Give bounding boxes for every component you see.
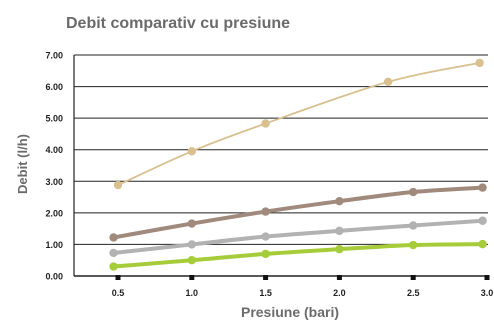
y-tick-label: 6.00 [45, 82, 63, 92]
data-point [475, 58, 484, 68]
data-point [383, 77, 393, 87]
y-tick-label: 0.00 [45, 272, 63, 282]
y-tick-label: 2.00 [45, 208, 63, 218]
data-point [187, 147, 196, 156]
x-tick-label: 0.5 [112, 288, 125, 298]
x-tick-label: 1.5 [259, 288, 272, 298]
data-point [335, 196, 344, 206]
y-tick-label: 5.00 [45, 114, 63, 124]
series-line-4 [111, 242, 485, 269]
series-lines [111, 61, 485, 269]
data-point [109, 262, 118, 271]
x-tick-mark [336, 275, 342, 280]
data-point [109, 248, 118, 258]
data-point [335, 226, 344, 236]
data-point [261, 119, 270, 128]
chart-title: Debit comparativ cu presiune [66, 15, 290, 32]
data-point [409, 221, 418, 230]
series-line-1 [117, 61, 481, 186]
x-tick-mark [410, 275, 416, 280]
data-point [335, 244, 344, 254]
data-point [187, 256, 196, 265]
y-tick-label: 3.00 [45, 177, 63, 187]
data-point [409, 240, 418, 250]
data-point [187, 240, 196, 249]
x-tick-mark [263, 275, 269, 280]
series-points [109, 58, 487, 271]
y-tick-label: 4.00 [45, 145, 63, 155]
series-line-3 [111, 218, 485, 255]
x-tick-label: 2.0 [333, 288, 346, 298]
x-tick-mark [484, 275, 490, 280]
data-point [478, 216, 487, 225]
y-tick-label: 1.00 [45, 240, 63, 250]
series-line-2 [111, 185, 485, 240]
data-point [261, 249, 270, 259]
x-tick-mark [189, 275, 195, 280]
data-point [109, 233, 118, 242]
data-point [187, 219, 196, 228]
x-axis-label: Presiune (bari) [241, 304, 339, 320]
data-point [261, 207, 270, 216]
data-point [478, 183, 487, 192]
gridlines [74, 54, 488, 245]
y-axis-label: Debit (l/h) [15, 134, 30, 194]
data-point [478, 239, 487, 249]
y-tick-labels: 0.00 1.00 2.00 3.00 4.00 5.00 6.00 7.00 [45, 51, 63, 282]
x-tick-label: 3.0 [481, 288, 494, 298]
y-tick-label: 7.00 [45, 51, 63, 61]
data-point [261, 232, 270, 241]
data-point [409, 187, 418, 197]
x-tick-labels: 0.5 1.0 1.5 2.0 2.5 3.0 [112, 275, 494, 298]
x-tick-label: 2.5 [407, 288, 420, 298]
axes [73, 55, 488, 277]
x-tick-label: 1.0 [186, 288, 199, 298]
data-point [113, 180, 123, 190]
x-tick-mark [115, 275, 121, 280]
